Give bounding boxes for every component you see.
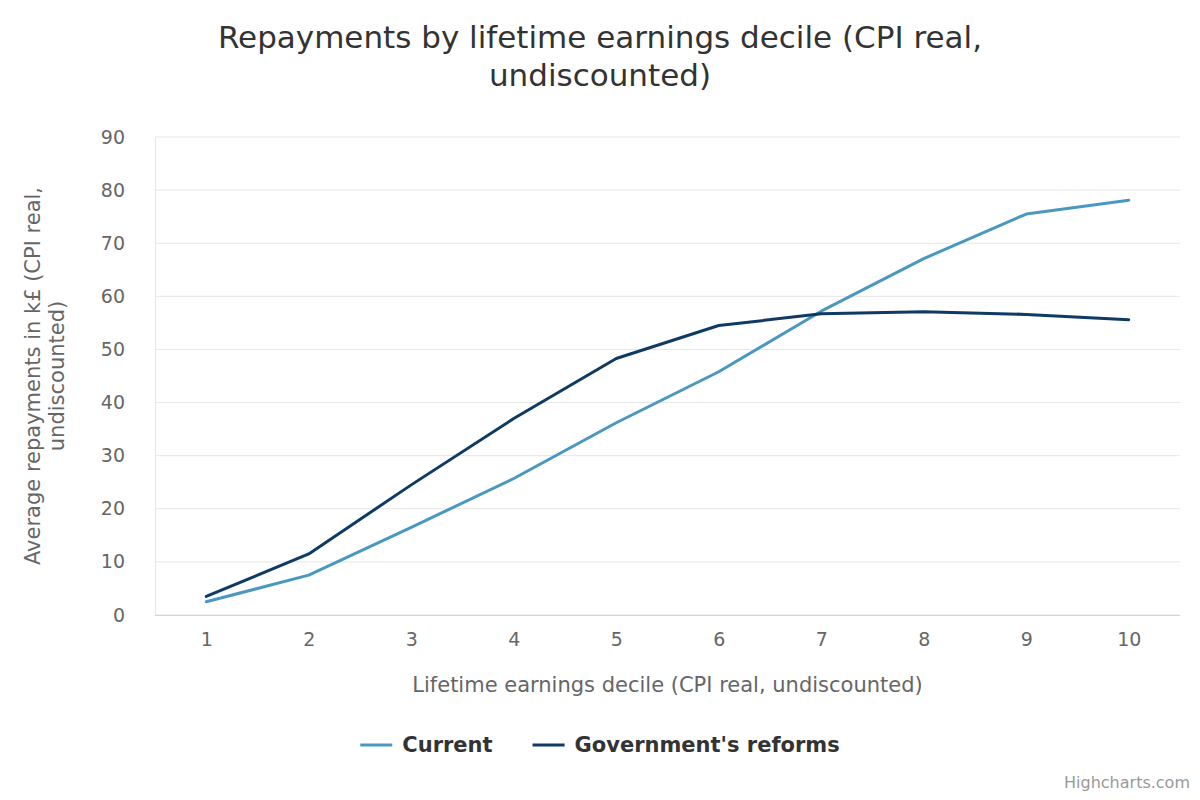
x-tick-label: 10 — [1117, 628, 1141, 650]
y-tick: 40 — [101, 391, 155, 413]
text-line: Repayments by lifetime earnings decile (… — [218, 19, 982, 55]
legend-item[interactable]: Current — [360, 733, 492, 757]
x-tick-label: 8 — [918, 628, 930, 650]
x-tick-label: 5 — [611, 628, 623, 650]
y-tick-label: 30 — [101, 444, 125, 466]
y-tick: 30 — [101, 444, 155, 466]
x-tick: 10 — [1117, 615, 1141, 650]
grid-line — [155, 508, 1180, 509]
x-tick: 1 — [201, 615, 213, 650]
legend: Current Government's reforms — [360, 733, 839, 757]
y-tick: 90 — [101, 126, 155, 148]
x-tick-label: 9 — [1021, 628, 1033, 650]
x-tick: 2 — [303, 615, 315, 650]
x-tick: 7 — [816, 615, 828, 650]
x-tick: 5 — [611, 615, 623, 650]
y-tick-label: 40 — [101, 391, 125, 413]
legend-swatch — [533, 744, 565, 747]
y-axis: 0 10 20 30 40 50 60 70 80 90 — [101, 126, 156, 626]
y-tick-label: 50 — [101, 338, 125, 360]
y-tick-label: 10 — [101, 550, 125, 572]
y-tick: 0 — [113, 604, 155, 626]
y-tick-label: 0 — [113, 604, 125, 626]
x-tick: 3 — [406, 615, 418, 650]
x-tick-label: 7 — [816, 628, 828, 650]
title: Repayments by lifetime earnings decile (… — [218, 19, 982, 93]
text-line: undiscounted) — [45, 301, 69, 451]
x-tick-label: 4 — [508, 628, 520, 650]
y-axis-title: Average repayments in k£ (CPI real,undis… — [21, 187, 69, 565]
x-tick-label: 1 — [201, 628, 213, 650]
x-tick: 9 — [1021, 615, 1033, 650]
grid-line — [155, 190, 1180, 191]
legend-swatch — [360, 744, 392, 747]
text-line: Average repayments in k£ (CPI real, — [21, 187, 45, 565]
grid-line — [155, 296, 1180, 297]
credits[interactable]: Highcharts.com — [1064, 773, 1190, 792]
y-tick-label: 20 — [101, 497, 125, 519]
grid-line — [155, 402, 1180, 403]
x-tick: 8 — [918, 615, 930, 650]
x-axis: 1 2 3 4 5 6 7 8 9 10 — [155, 615, 1180, 650]
legend-label: Government's reforms — [575, 733, 840, 757]
legend-label: Current — [402, 733, 492, 757]
y-tick: 50 — [101, 338, 155, 360]
x-tick: 4 — [508, 615, 520, 650]
y-tick: 80 — [101, 179, 155, 201]
text-line: undiscounted) — [489, 57, 711, 93]
series-line — [206, 312, 1129, 597]
y-tick-label: 90 — [101, 126, 125, 148]
grid-line — [155, 615, 1180, 616]
grid-line — [155, 455, 1180, 456]
series-line — [206, 200, 1129, 602]
y-tick-label: 70 — [101, 232, 125, 254]
x-tick-label: 6 — [713, 628, 725, 650]
y-tick: 10 — [101, 550, 155, 572]
x-tick: 6 — [713, 615, 725, 650]
y-tick-label: 60 — [101, 285, 125, 307]
y-tick: 70 — [101, 232, 155, 254]
grid-line — [155, 243, 1180, 244]
x-axis-line — [155, 615, 1180, 616]
legend-item[interactable]: Government's reforms — [533, 733, 840, 757]
grid-line — [155, 349, 1180, 350]
y-tick-label: 80 — [101, 179, 125, 201]
x-tick-label: 2 — [303, 628, 315, 650]
x-tick-label: 3 — [406, 628, 418, 650]
y-tick: 20 — [101, 497, 155, 519]
x-axis-title: Lifetime earnings decile (CPI real, undi… — [412, 673, 922, 697]
grid-line — [155, 137, 1180, 138]
grid-line — [155, 561, 1180, 562]
grid — [155, 137, 1180, 615]
chart: Repayments by lifetime earnings decile (… — [0, 0, 1200, 800]
y-tick: 60 — [101, 285, 155, 307]
plot-area — [206, 200, 1129, 602]
y-axis-line — [155, 138, 156, 616]
